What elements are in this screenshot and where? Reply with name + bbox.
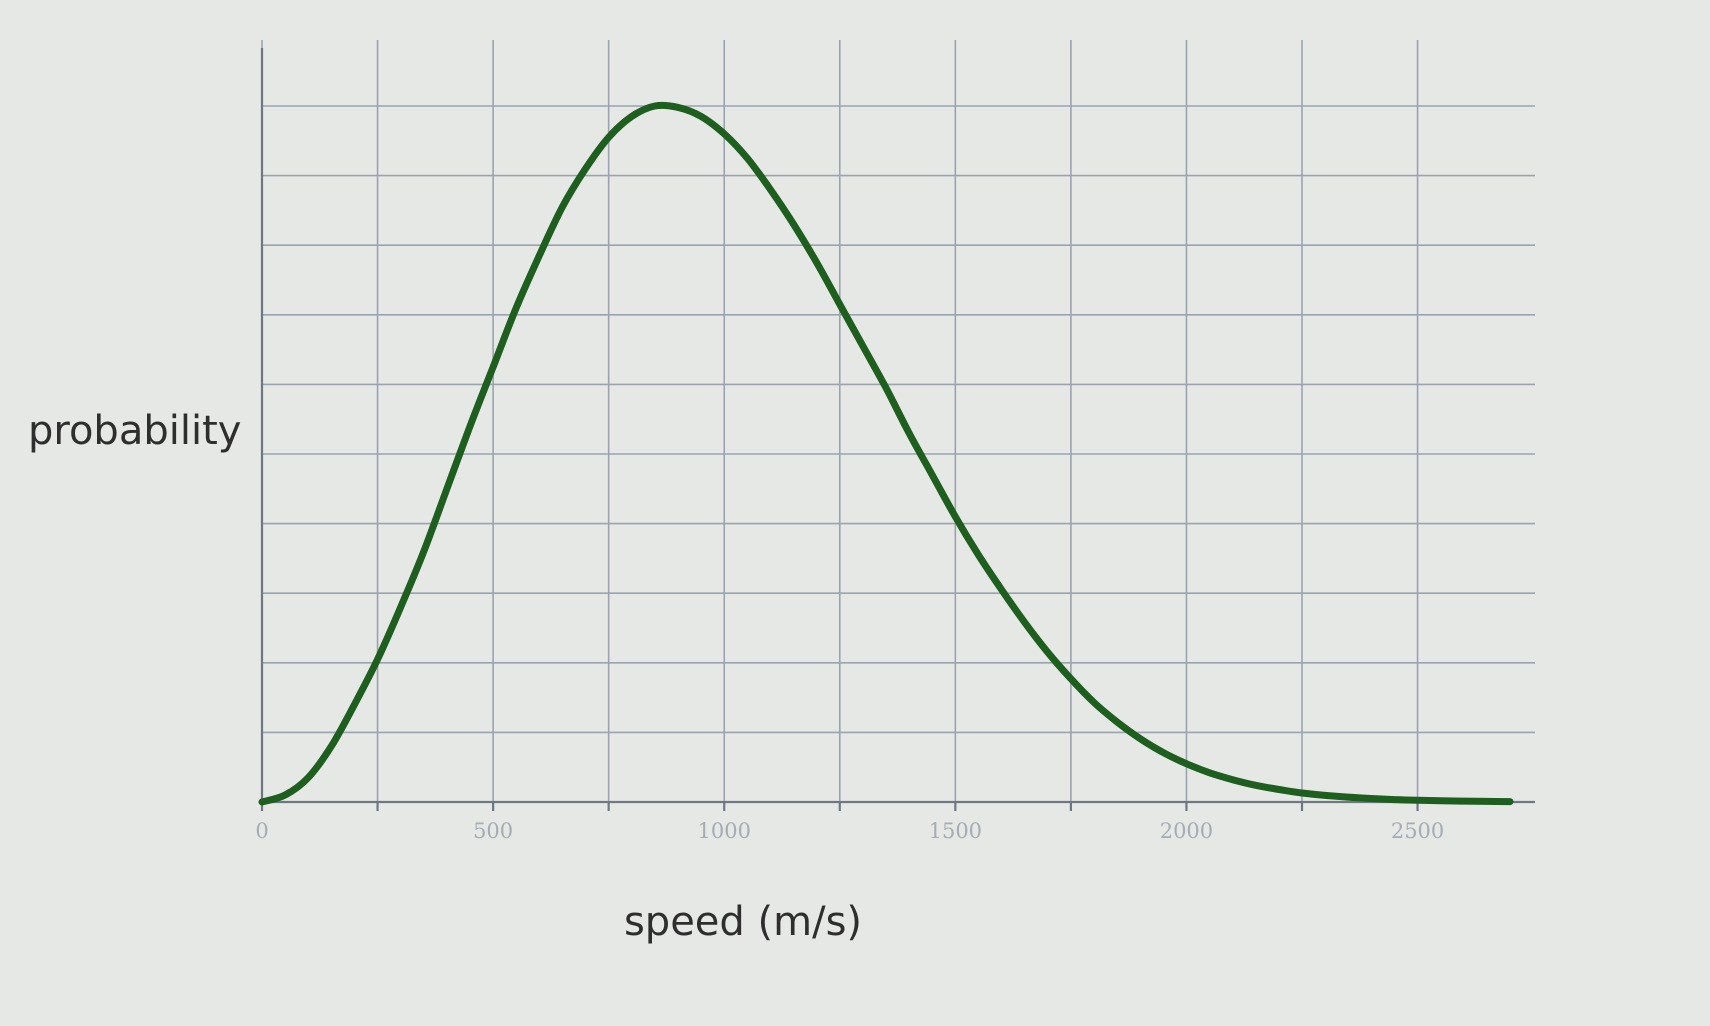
x-tick-label-5: 2500 [1391, 819, 1444, 843]
x-axis-label: speed (m/s) [624, 899, 862, 945]
x-tick-labels: 0 500 1000 1500 2000 2500 [255, 819, 1444, 843]
x-tick-label-3: 1500 [929, 819, 982, 843]
grid [261, 40, 1535, 803]
series-layer [258, 101, 1514, 806]
y-axis-label: probability [28, 408, 241, 454]
x-tick-label-2: 1000 [697, 819, 750, 843]
x-tick-label-4: 2000 [1160, 819, 1213, 843]
series-line-0 [258, 101, 1514, 806]
x-tick-label-1: 500 [473, 819, 513, 843]
x-tick-label-0: 0 [255, 819, 268, 843]
axes [260, 48, 1535, 811]
